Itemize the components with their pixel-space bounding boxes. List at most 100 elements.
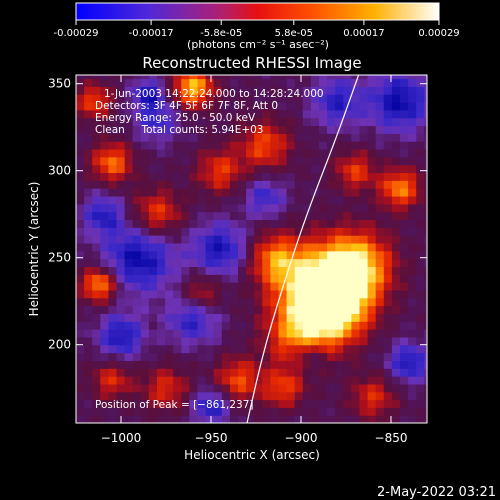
heatmap-cell bbox=[400, 203, 409, 213]
heatmap-cell bbox=[343, 368, 352, 377]
heatmap-cell bbox=[302, 219, 312, 228]
heatmap-cell bbox=[302, 313, 312, 322]
heatmap-cell bbox=[351, 219, 361, 228]
heatmap-cell bbox=[310, 376, 320, 385]
heatmap-cell bbox=[189, 235, 199, 244]
annotation-peak-position: Position of Peak = [−861,237] bbox=[95, 399, 254, 411]
heatmap-cell bbox=[197, 235, 207, 244]
heatmap-cell bbox=[132, 156, 142, 166]
heatmap-cell bbox=[100, 156, 109, 166]
heatmap-cell bbox=[391, 125, 401, 134]
heatmap-cell bbox=[205, 219, 215, 228]
heatmap-cell bbox=[351, 125, 361, 134]
heatmap-cell bbox=[246, 125, 255, 134]
heatmap-cell bbox=[359, 383, 369, 393]
heatmap-cell bbox=[76, 86, 85, 95]
heatmap-cell bbox=[229, 180, 239, 189]
heatmap-cell bbox=[294, 109, 304, 119]
heatmap-cell bbox=[221, 148, 231, 158]
heatmap-cell bbox=[408, 360, 417, 369]
heatmap-cell bbox=[92, 164, 101, 174]
heatmap-cell bbox=[173, 75, 182, 80]
heatmap-cell bbox=[367, 399, 377, 408]
heatmap-cell bbox=[84, 313, 93, 322]
heatmap-cell bbox=[383, 164, 393, 174]
heatmap-cell bbox=[246, 282, 255, 291]
heatmap-cell bbox=[140, 368, 150, 377]
heatmap-cell bbox=[116, 78, 126, 87]
heatmap-cell bbox=[108, 407, 118, 416]
heatmap-cell bbox=[116, 289, 126, 299]
heatmap-cell bbox=[278, 383, 288, 393]
heatmap-cell bbox=[238, 282, 247, 291]
heatmap-cell bbox=[327, 227, 336, 236]
heatmap-cell bbox=[351, 156, 361, 166]
heatmap-cell bbox=[262, 368, 271, 377]
heatmap-cell bbox=[76, 180, 85, 189]
heatmap-cell bbox=[270, 376, 280, 385]
heatmap-cell bbox=[157, 242, 166, 252]
heatmap-cell bbox=[173, 274, 182, 283]
heatmap-cell bbox=[197, 313, 207, 322]
heatmap-cell bbox=[157, 360, 166, 369]
heatmap-cell bbox=[132, 289, 142, 299]
heatmap-cell bbox=[189, 242, 199, 252]
heatmap-cell bbox=[148, 203, 158, 213]
heatmap-cell bbox=[359, 250, 369, 260]
heatmap-cell bbox=[173, 195, 182, 205]
heatmap-cell bbox=[76, 78, 85, 87]
heatmap-cell bbox=[132, 203, 142, 213]
heatmap-cell bbox=[132, 407, 142, 416]
heatmap-cell bbox=[92, 289, 101, 299]
heatmap-cell bbox=[173, 86, 182, 95]
heatmap-cell bbox=[213, 274, 223, 283]
heatmap-cell bbox=[76, 383, 85, 393]
heatmap-cell bbox=[205, 297, 215, 307]
heatmap-cell bbox=[302, 321, 312, 330]
heatmap-cell bbox=[286, 415, 296, 423]
heatmap-cell bbox=[197, 289, 207, 299]
heatmap-cell bbox=[319, 78, 328, 87]
heatmap-cell bbox=[205, 188, 215, 197]
heatmap-cell bbox=[100, 125, 109, 134]
heatmap-cell bbox=[246, 219, 255, 228]
heatmap-cell bbox=[359, 117, 369, 127]
heatmap-cell bbox=[246, 297, 255, 307]
heatmap-cell bbox=[124, 383, 134, 393]
heatmap-cell bbox=[302, 141, 312, 150]
heatmap-cell bbox=[343, 274, 352, 283]
heatmap-cell bbox=[181, 109, 190, 119]
heatmap-cell bbox=[343, 211, 352, 221]
annotation-detectors: Detectors: 3F 4F 5F 6F 7F 8F, Att 0 bbox=[95, 100, 278, 112]
heatmap-cell bbox=[76, 172, 85, 181]
heatmap-cell bbox=[246, 344, 255, 354]
heatmap-cell bbox=[286, 156, 296, 166]
heatmap-cell bbox=[124, 164, 134, 174]
heatmap-cell bbox=[335, 195, 344, 205]
heatmap-cell bbox=[205, 368, 215, 377]
heatmap-cell bbox=[76, 274, 85, 283]
heatmap-cell bbox=[246, 289, 255, 299]
heatmap-cell bbox=[76, 94, 85, 103]
heatmap-cell bbox=[100, 305, 109, 314]
heatmap-cell bbox=[92, 172, 101, 181]
heatmap-cell bbox=[400, 141, 409, 150]
heatmap-cell bbox=[92, 156, 101, 166]
heatmap-cell bbox=[391, 141, 401, 150]
heatmap-cell bbox=[205, 289, 215, 299]
heatmap-cell bbox=[416, 313, 425, 322]
chart-title: Reconstructed RHESSI Image bbox=[142, 54, 361, 72]
heatmap-cell bbox=[108, 148, 118, 158]
heatmap-cell bbox=[181, 407, 190, 416]
heatmap-cell bbox=[246, 188, 255, 197]
heatmap-cell bbox=[140, 383, 150, 393]
heatmap-cell bbox=[181, 117, 190, 127]
heatmap-cell bbox=[286, 148, 296, 158]
heatmap-cell bbox=[205, 117, 215, 127]
heatmap-cell bbox=[116, 172, 126, 181]
heatmap-cell bbox=[140, 156, 150, 166]
heatmap-cell bbox=[351, 86, 361, 95]
heatmap-cell bbox=[205, 344, 215, 354]
heatmap-cell bbox=[367, 235, 377, 244]
heatmap-cell bbox=[148, 376, 158, 385]
